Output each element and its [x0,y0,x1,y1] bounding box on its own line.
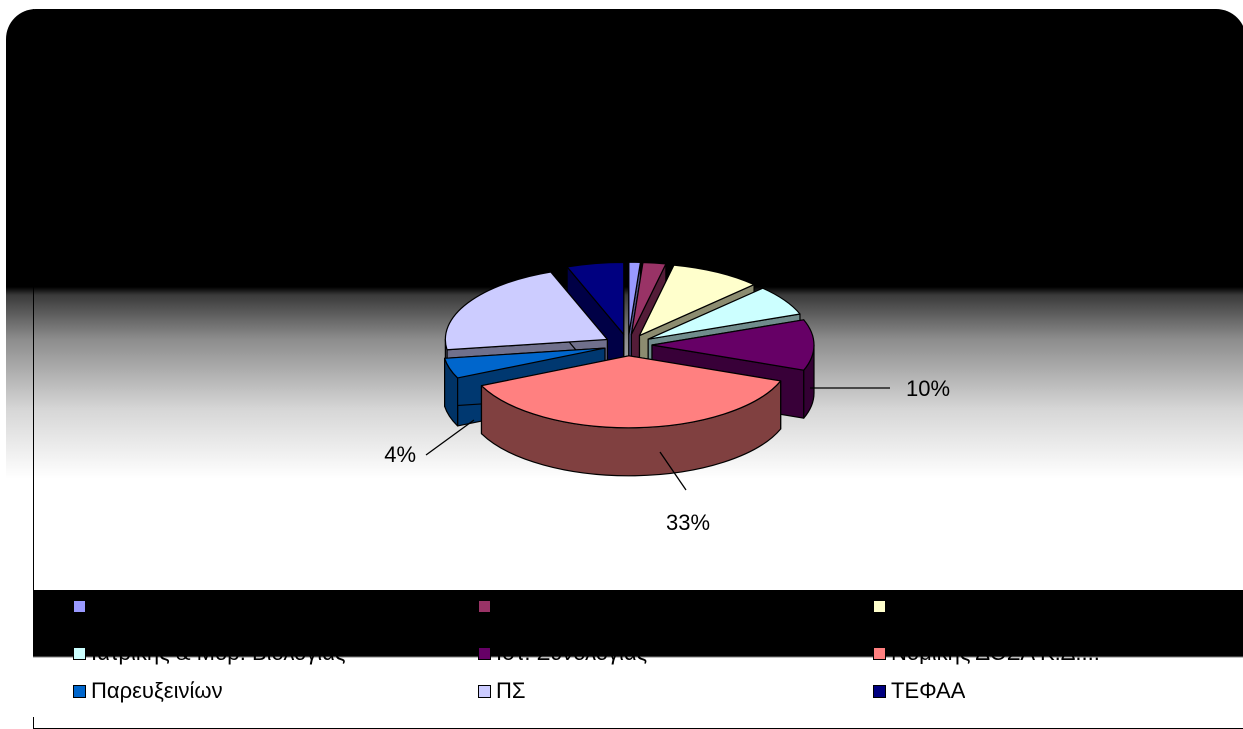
legend-item-7: ΠΣ [478,678,526,704]
legend-item-6: Παρευξεινίων [73,678,223,704]
legend: Ιατρικής & Μορ. Βιολογίας Ιστ. Συνολογίας… [33,590,1243,717]
legend-swatch-7 [478,684,491,698]
legend-item-5: Νομικής ΔΟΣΑ Κ.Δ.... [873,640,1100,666]
legend-swatch-6 [73,684,86,698]
leader-line-6 [425,419,475,456]
data-label-5: 33% [666,510,710,535]
data-label-6: 4% [384,442,416,467]
legend-label-5: Νομικής ΔΟΣΑ Κ.Δ.... [891,640,1100,665]
legend-item-4: Ιστ. Συνολογίας [478,640,647,666]
legend-item-8: ΤΕΦΑΑ [873,678,965,704]
legend-label-4: Ιστ. Συνολογίας [496,640,648,665]
legend-label-7: ΠΣ [496,678,526,703]
legend-swatch-3 [73,646,86,660]
pie-slice-5 [480,355,782,477]
legend-item-1 [478,600,496,613]
data-label-4: 10% [906,376,950,401]
legend-label-3: Ιατρικής & Μορ. Βιολογίας [91,640,346,665]
legend-item-2 [873,600,891,613]
legend-swatch-0 [73,600,86,613]
legend-item-3: Ιατρικής & Μορ. Βιολογίας [73,640,345,666]
legend-label-6: Παρευξεινίων [91,678,223,703]
legend-swatch-1 [478,600,491,613]
legend-swatch-4 [478,646,491,660]
legend-item-0 [73,600,91,613]
legend-swatch-5 [873,646,886,660]
legend-label-8: ΤΕΦΑΑ [891,678,966,703]
legend-swatch-2 [873,600,886,613]
leader-line-5 [659,451,687,491]
legend-swatch-8 [873,684,886,698]
